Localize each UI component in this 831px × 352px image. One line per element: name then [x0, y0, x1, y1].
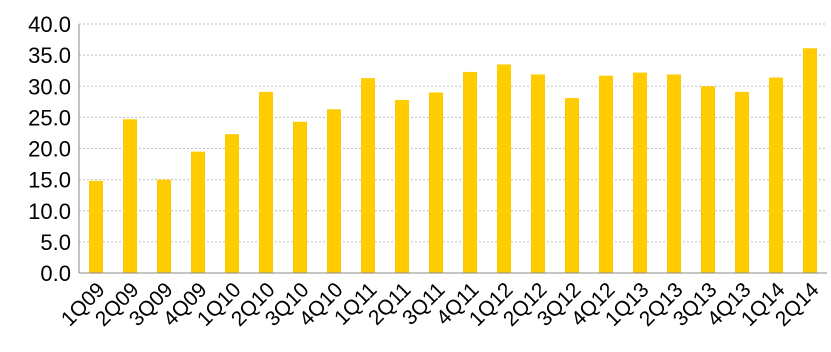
bar-1Q12	[497, 64, 511, 274]
bar-4Q10	[327, 109, 341, 273]
y-tick-label: 40.0	[28, 12, 71, 37]
bar-3Q11	[429, 92, 443, 273]
y-tick-label: 10.0	[28, 199, 71, 224]
bar-4Q11	[463, 71, 477, 274]
bar-1Q10	[225, 134, 239, 273]
bar-4Q09	[191, 151, 205, 273]
bar-4Q12	[599, 75, 613, 273]
bar-2Q14	[803, 48, 817, 274]
y-tick-labels: 0.0 5.0 10.0 15.0 20.0 25.0 30.0 35.0 40.0	[28, 12, 71, 286]
bar-1Q13	[633, 72, 647, 274]
y-tick-label: 25.0	[28, 105, 71, 130]
bars	[89, 48, 817, 274]
bar-3Q09	[157, 179, 171, 273]
y-tick-label: 35.0	[28, 43, 71, 68]
bar-2Q12	[531, 74, 545, 273]
y-tick-label: 15.0	[28, 168, 71, 193]
bar-1Q09	[89, 180, 103, 273]
y-tick-label: 30.0	[28, 74, 71, 99]
y-tick-label: 0.0	[40, 261, 71, 286]
x-tick-labels: 1Q092Q093Q094Q091Q102Q103Q104Q101Q112Q11…	[57, 278, 824, 331]
bar-4Q13	[735, 91, 749, 273]
bar-2Q13	[667, 74, 681, 273]
bar-3Q12	[565, 98, 579, 273]
y-tick-label: 20.0	[28, 137, 71, 162]
bar-3Q10	[293, 121, 307, 273]
bar-2Q10	[259, 91, 273, 273]
bar-2Q11	[395, 99, 409, 273]
bar-2Q09	[123, 119, 137, 274]
bar-1Q14	[769, 77, 783, 273]
bar-1Q11	[361, 78, 375, 273]
y-tick-label: 5.0	[40, 230, 71, 255]
bar-3Q13	[701, 86, 715, 273]
